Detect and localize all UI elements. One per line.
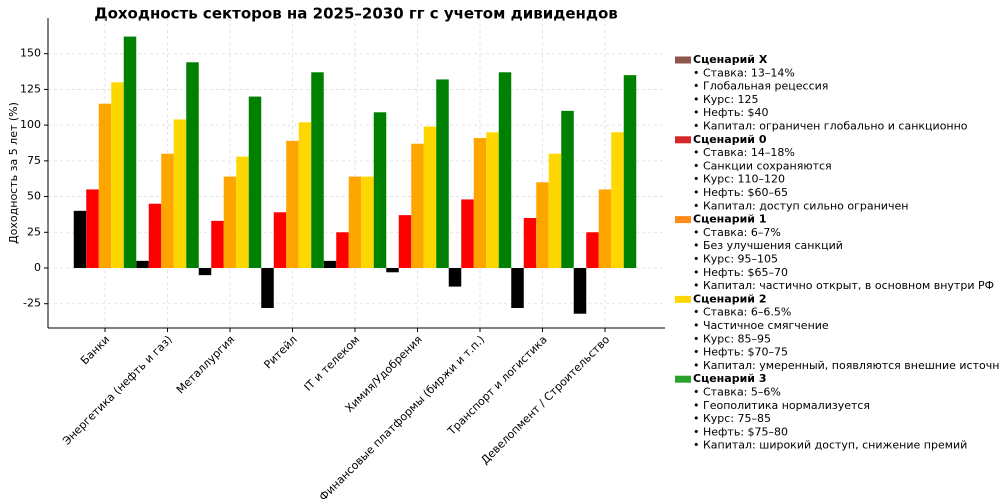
bar	[611, 132, 624, 268]
bar	[448, 268, 462, 287]
legend-note: • Ставка: 5–6%	[693, 386, 781, 399]
bar	[411, 143, 424, 268]
legend-note: • Курс: 125	[693, 93, 759, 106]
bar	[223, 176, 237, 268]
legend-note: • Ставка: 6–6.5%	[693, 306, 791, 319]
bar	[123, 36, 137, 269]
bar	[498, 72, 512, 269]
bar	[86, 189, 99, 268]
legend-swatch	[675, 295, 691, 303]
bar	[361, 176, 374, 268]
legend-label: Сценарий 3	[693, 372, 766, 385]
legend-note: • Без улучшения санкций	[693, 239, 843, 252]
bar	[211, 220, 224, 268]
legend-note: • Частичное смягчение	[693, 319, 829, 332]
bar	[198, 268, 212, 276]
y-tick-label: -25	[23, 297, 41, 310]
legend-note: • Капитал: широкий доступ, снижение прем…	[693, 439, 967, 452]
legend-note: • Нефть: $70–75	[693, 346, 788, 359]
legend-note: • Капитал: умеренный, появляются внешние…	[693, 359, 1000, 372]
legend-note: • Курс: 95–105	[693, 253, 778, 266]
bar	[436, 79, 449, 268]
legend-swatch	[675, 375, 691, 383]
legend-note: • Капитал: доступ сильно ограничен	[693, 199, 908, 212]
bar	[236, 156, 249, 268]
bar	[73, 210, 87, 268]
legend-note: • Нефть: $40	[693, 106, 769, 119]
bar	[248, 96, 262, 268]
x-tick-label: Металлургия	[174, 333, 237, 396]
legend-label: Сценарий 1	[693, 213, 766, 226]
bar	[323, 260, 337, 268]
x-tick-label: Девелопмент / Строительство	[478, 333, 612, 467]
legend-note: • Курс: 110–120	[693, 173, 785, 186]
bar	[536, 182, 549, 268]
legend-note: • Ставка: 13–14%	[693, 66, 795, 79]
bar	[348, 176, 362, 268]
legend-note: • Санкции сохраняются	[693, 159, 832, 172]
bar	[186, 62, 199, 269]
y-tick-label: 100	[20, 118, 41, 131]
x-tick-label: Банки	[78, 333, 112, 367]
bar	[598, 189, 612, 268]
bar	[373, 112, 387, 269]
bar	[473, 138, 487, 268]
chart-title: Доходность секторов на 2025–2030 гг с уч…	[94, 5, 618, 23]
bar	[386, 268, 399, 273]
y-tick-label: 0	[34, 261, 41, 274]
legend-swatch	[675, 56, 691, 64]
legend-note: • Ставка: 6–7%	[693, 226, 781, 239]
y-tick-label: 25	[27, 225, 41, 238]
bar	[523, 218, 537, 268]
legend-note: • Нефть: $65–70	[693, 266, 788, 279]
bar	[461, 199, 474, 268]
legend-label: Сценарий X	[693, 53, 768, 66]
y-tick-label: 50	[27, 190, 41, 203]
bar	[161, 153, 174, 268]
x-tick-label: Энергетика (нефть и газ)	[60, 333, 175, 448]
y-tick-label: 75	[27, 154, 41, 167]
bar	[586, 232, 599, 268]
bar	[423, 126, 437, 268]
bar	[98, 103, 112, 268]
bar	[136, 260, 149, 268]
bar	[573, 268, 587, 314]
x-tick-label: Ритейл	[261, 333, 299, 371]
legend-note: • Ставка: 14–18%	[693, 146, 795, 159]
y-tick-label: 125	[20, 82, 41, 95]
legend-swatch	[675, 216, 691, 224]
legend-note: • Капитал: частично открыт, в основном в…	[693, 279, 994, 292]
bar	[173, 119, 187, 268]
legend-label: Сценарий 2	[693, 292, 766, 305]
legend-note: • Курс: 85–95	[693, 332, 771, 345]
legend-label: Сценарий 0	[693, 133, 767, 146]
y-axis-label: Доходность за 5 лет (%)	[7, 102, 20, 244]
bar	[511, 268, 524, 308]
bar	[398, 215, 412, 268]
bar	[298, 122, 312, 269]
bar	[623, 75, 637, 269]
x-tick-label: Транспорт и логистика	[445, 333, 550, 438]
legend-note: • Капитал: ограничен глобально и санкцио…	[693, 120, 968, 133]
bar	[336, 232, 349, 268]
legend-note: • Нефть: $75–80	[693, 425, 788, 438]
legend-note: • Глобальная рецессия	[693, 80, 828, 93]
bar	[148, 203, 162, 268]
legend-swatch	[675, 136, 691, 144]
bar	[273, 212, 287, 268]
bar	[311, 72, 324, 269]
legend-note: • Курс: 75–85	[693, 412, 771, 425]
legend-note: • Нефть: $60–65	[693, 186, 788, 199]
legend-note: • Геополитика нормализуется	[693, 399, 870, 412]
bar	[486, 132, 499, 268]
bar	[261, 268, 274, 308]
bar	[561, 110, 574, 268]
x-tick-label: IT и телеком	[302, 333, 363, 394]
y-tick-label: 150	[20, 47, 41, 60]
bar	[286, 140, 299, 268]
bar	[111, 82, 124, 269]
bar	[548, 153, 562, 268]
